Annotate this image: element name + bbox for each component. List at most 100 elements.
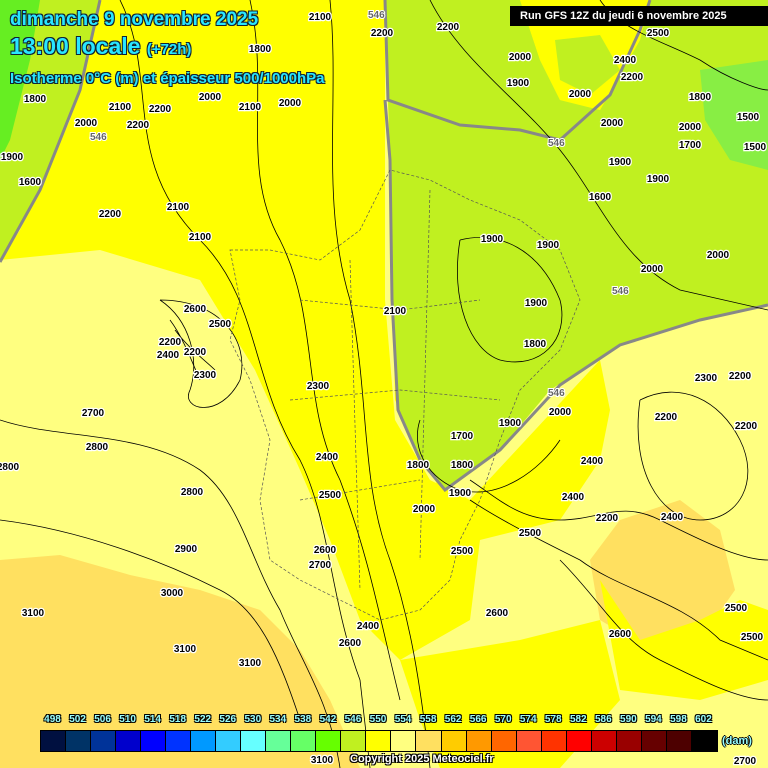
contour-label: 2600	[184, 304, 207, 315]
colorbar-swatch	[66, 731, 92, 751]
colorbar-label: 514	[144, 714, 161, 725]
contour-label: 2200	[735, 421, 758, 432]
colorbar-label: 578	[544, 714, 562, 725]
thickness-label: 546	[548, 388, 565, 399]
contour-label: 2000	[509, 52, 532, 63]
contour-label: 2000	[679, 122, 702, 133]
colorbar-label: 582	[569, 714, 587, 725]
contour-label: 2800	[0, 462, 20, 473]
colorbar-swatch	[316, 731, 342, 751]
zone-546-patch-ne	[555, 35, 620, 95]
colorbar-swatch	[266, 731, 292, 751]
contour-label: 2400	[581, 456, 604, 467]
contour-label: 2500	[319, 490, 342, 501]
contour-label: 1900	[449, 488, 472, 499]
contour-label: 2200	[437, 22, 460, 33]
contour-label: 2300	[307, 381, 330, 392]
contour-label: 1900	[499, 418, 522, 429]
colorbar-label: 506	[94, 714, 111, 725]
contour-label: 2100	[309, 12, 332, 23]
contour-label: 2500	[725, 603, 748, 614]
contour-label: 2500	[451, 546, 474, 557]
contour-label: 1700	[451, 431, 474, 442]
colorbar-swatch	[241, 731, 267, 751]
contour-label: 2400	[661, 512, 684, 523]
colorbar-swatch	[591, 731, 617, 751]
colorbar-swatch	[216, 731, 242, 751]
forecast-date: dimanche 9 novembre 2025	[10, 9, 259, 30]
contour-label: 2100	[189, 232, 212, 243]
contour-label: 2000	[279, 98, 302, 109]
colorbar-swatch	[166, 731, 192, 751]
colorbar-labels: 498 502 506 510 514 518 522 526 530 534 538 542 546 5…	[30, 714, 730, 728]
colorbar-swatch	[191, 731, 217, 751]
contour-label: 2600	[486, 608, 509, 619]
colorbar-label: 566	[469, 714, 487, 725]
colorbar-swatch	[566, 731, 592, 751]
contour-label: 2700	[309, 560, 332, 571]
colorbar-swatch	[291, 731, 317, 751]
contour-label: 2600	[609, 629, 632, 640]
colorbar-label: 542	[319, 714, 337, 725]
contour-label: 1900	[507, 78, 530, 89]
thickness-546-contour	[0, 0, 768, 493]
contour-label: 3100	[239, 658, 262, 669]
contour-label: 1900	[1, 152, 24, 163]
colorbar-swatch	[491, 731, 517, 751]
contour-label: 2000	[641, 264, 664, 275]
contour-label: 2700	[82, 408, 105, 419]
colorbar-label: 522	[194, 714, 212, 725]
contour-label: 1500	[737, 112, 760, 123]
colorbar-label: 558	[419, 714, 437, 725]
thickness-label: 546	[90, 132, 107, 143]
colorbar-label: 518	[169, 714, 187, 725]
colorbar-swatch	[666, 731, 692, 751]
contour-label: 2200	[729, 371, 752, 382]
contour-label: 2000	[569, 89, 592, 100]
contour-label: 2500	[741, 632, 764, 643]
contour-label: 2000	[413, 504, 436, 515]
contour-label: 2400	[614, 55, 637, 66]
contour-labels: 1600 1800 2100 2200 2100 2000 2100 2200 2000 2100…	[0, 11, 768, 768]
contour-label: 2100	[384, 306, 407, 317]
colorbar-swatch	[341, 731, 367, 751]
colorbar-unit: (dam)	[722, 735, 752, 747]
contour-label: 3100	[174, 644, 197, 655]
colorbar-swatch	[541, 731, 567, 751]
contour-label: 2300	[695, 373, 718, 384]
contour-label: 2000	[707, 250, 730, 261]
colorbar-label: 546	[344, 714, 362, 725]
zone-546-east	[385, 0, 768, 490]
zone-542-northeast	[700, 60, 768, 170]
colorbar-label: 562	[444, 714, 462, 725]
contour-label: 3100	[311, 755, 334, 766]
colorbar-swatch	[466, 731, 492, 751]
colorbar-label: 538	[294, 714, 312, 725]
contour-label: 3000	[161, 588, 184, 599]
contour-label: 2600	[339, 638, 362, 649]
contour-label: 2200	[184, 347, 207, 358]
colorbar-label: 530	[244, 714, 262, 725]
contour-label: 2500	[209, 319, 232, 330]
colorbar-label: 550	[369, 714, 387, 725]
contour-label: 2000	[199, 92, 222, 103]
zone-550-east-blob	[600, 580, 768, 700]
colorbar-label: 598	[670, 714, 687, 725]
thickness-label: 546	[368, 10, 385, 21]
colorbar-label: 586	[594, 714, 612, 725]
contour-label: 1900	[537, 240, 560, 251]
contour-label: 2400	[316, 452, 339, 463]
contour-label: 2100	[109, 102, 132, 113]
colorbar-label: 534	[269, 714, 287, 725]
lead-time: (+72h)	[146, 41, 192, 58]
run-info: Run GFS 12Z du jeudi 6 novembre 2025	[510, 6, 768, 26]
contour-label: 2100	[167, 202, 190, 213]
contour-label: 2500	[519, 528, 542, 539]
contour-label: 2800	[181, 487, 204, 498]
contour-label: 2200	[596, 513, 619, 524]
contour-label: 2200	[149, 104, 172, 115]
colorbar-label: 510	[119, 714, 136, 725]
colorbar-swatch	[41, 731, 67, 751]
colorbar-swatch	[116, 731, 142, 751]
